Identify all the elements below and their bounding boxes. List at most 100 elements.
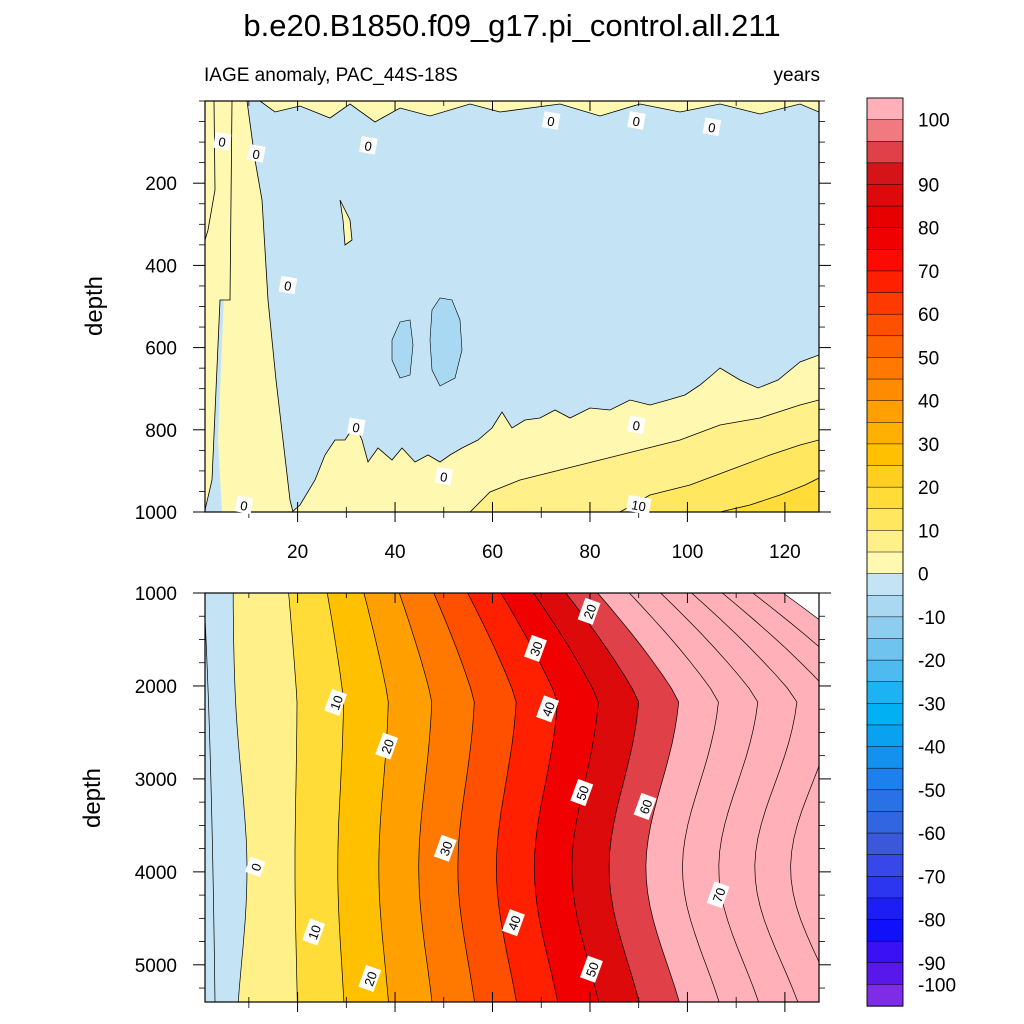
y-tick-label: 600 xyxy=(145,339,177,360)
contour-label-box xyxy=(627,111,646,130)
contour-label: 50 xyxy=(573,784,592,803)
colorbar-tick-label: 50 xyxy=(918,348,939,369)
contour-label-box xyxy=(541,111,561,130)
colorbar-tick-label: 0 xyxy=(918,565,929,586)
colorbar-swatch xyxy=(866,681,904,704)
colorbar-swatch xyxy=(866,508,904,532)
contour-label-group: 20 xyxy=(375,732,399,760)
lower-contour-band xyxy=(722,593,819,962)
subtitle-right: years xyxy=(774,65,820,86)
contour-label-box xyxy=(247,144,266,163)
contour-label-box xyxy=(580,955,603,983)
contour-label: 0 xyxy=(283,278,293,294)
contour-label-box xyxy=(536,695,560,723)
contour-label-box xyxy=(358,964,382,993)
colorbar: 1009080706050403020100-10-20-30-40-50-60… xyxy=(866,97,956,1007)
contour-label: 20 xyxy=(361,969,380,988)
contour-label-box xyxy=(524,634,547,663)
lower-contour-band xyxy=(597,593,720,1002)
colorbar-swatch xyxy=(866,227,904,250)
upper-contour-labels: 0 0 0 0 0 0 0 0 0 0 0 10 xyxy=(213,111,722,515)
colorbar-swatch xyxy=(866,919,904,942)
contour-label-group: 20 xyxy=(358,964,382,993)
colorbar-tick-label: -30 xyxy=(918,694,945,715)
contour-label-box xyxy=(626,494,652,515)
colorbar-swatch xyxy=(866,443,904,467)
y-tick-label: 1000 xyxy=(135,503,177,524)
colorbar-swatch xyxy=(866,573,904,596)
upper-y-axis-label: depth xyxy=(81,276,108,336)
y-tick-label: 4000 xyxy=(135,863,177,884)
lower-contour-line xyxy=(288,593,298,1002)
contour-label-group: 20 xyxy=(577,597,601,625)
contour-label: 0 xyxy=(707,120,717,136)
contour-label-group: 40 xyxy=(502,909,525,937)
lower-contour-line xyxy=(597,593,680,1002)
contour-label: 0 xyxy=(217,134,227,150)
contour-label: 70 xyxy=(710,886,729,905)
colorbar-swatch xyxy=(866,335,904,359)
colorbar-swatch xyxy=(866,465,904,488)
lower-contour-band xyxy=(565,593,680,1002)
contour-label: 10 xyxy=(327,693,346,712)
lower-contour-line xyxy=(326,593,345,1002)
contour-label: 0 xyxy=(631,418,641,434)
colorbar-swatch xyxy=(866,940,904,964)
contour-label-group: 30 xyxy=(433,834,457,862)
colorbar-swatch xyxy=(866,140,904,164)
colorbar-swatch xyxy=(866,357,904,380)
y-tick-label: 400 xyxy=(145,256,177,277)
upper-negative-blob-1 xyxy=(391,319,414,379)
colorbar-tick-label: 10 xyxy=(918,521,939,542)
colorbar-tick-label: -50 xyxy=(918,781,945,802)
contour-label: 0 xyxy=(631,113,641,129)
lower-plot-frame xyxy=(204,592,820,1003)
colorbar-swatch xyxy=(866,486,904,510)
contour-label-group: 0 xyxy=(702,117,722,136)
contour-label-box xyxy=(570,779,594,807)
y-tick-label: 3000 xyxy=(135,770,177,791)
x-tick-label: 80 xyxy=(579,542,600,563)
colorbar-tick-label: 40 xyxy=(918,392,939,413)
x-tick-label: 20 xyxy=(287,542,308,563)
contour-label-box xyxy=(359,135,378,155)
lower-contour-labels: 20 30 10 40 20 50 60 30 0 70 40 10 50 20 xyxy=(245,597,730,993)
contour-label-group: 0 xyxy=(213,131,232,151)
contour-label-group: 0 xyxy=(245,856,266,878)
contour-label: 0 xyxy=(363,138,373,154)
x-tick-label: 100 xyxy=(672,542,704,563)
colorbar-swatch xyxy=(866,119,904,142)
x-tick-label: 40 xyxy=(384,542,405,563)
colorbar-tick-label: 20 xyxy=(918,478,939,499)
lower-contour-line xyxy=(205,617,216,1002)
contour-label: 60 xyxy=(636,797,655,816)
lower-contour-line xyxy=(232,593,248,1002)
lower-panel: 1000 2000 3000 4000 5000 20 30 10 40 20 50 60 30 0 70… xyxy=(79,584,831,1012)
lower-filled-contours xyxy=(205,593,819,1002)
colorbar-tick-label: 80 xyxy=(918,219,939,240)
contour-label: 30 xyxy=(527,639,546,658)
x-tick-label: 60 xyxy=(482,542,503,563)
contour-label-box xyxy=(302,918,326,946)
contour-label-box xyxy=(434,466,454,486)
contour-label-group: 0 xyxy=(627,111,646,130)
lower-contour-band xyxy=(433,593,517,1002)
colorbar-swatch xyxy=(866,378,904,402)
colorbar-swatch xyxy=(866,292,904,315)
contour-label-box xyxy=(245,856,266,878)
upper-surface-fringe xyxy=(205,101,819,122)
lower-contour-band xyxy=(629,593,759,1002)
contour-label: 40 xyxy=(539,700,558,719)
contour-label: 10 xyxy=(630,497,647,514)
contour-label-group: 0 xyxy=(434,466,454,486)
subtitle-left: IAGE anomaly, PAC_44S-18S xyxy=(204,65,458,86)
colorbar-swatch xyxy=(866,703,904,726)
lower-contour-band xyxy=(399,593,475,1002)
colorbar-tick-label: 30 xyxy=(918,435,939,456)
colorbar-swatch xyxy=(866,832,904,856)
colorbar-tick-label: 70 xyxy=(918,262,939,283)
colorbar-tick-label: -60 xyxy=(918,824,945,845)
contour-label-box xyxy=(375,732,399,760)
colorbar-swatch xyxy=(866,789,904,813)
upper-negative-blob-2 xyxy=(429,297,463,387)
